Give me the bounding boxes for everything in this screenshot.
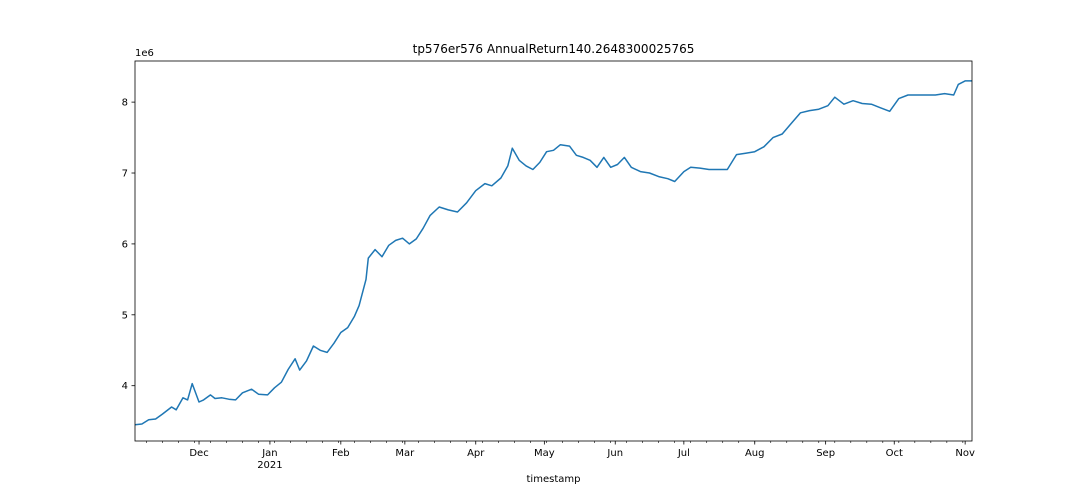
axes-frame	[134, 60, 973, 442]
y-offset-text: 1e6	[135, 48, 154, 59]
x-tick-label: Nov	[955, 448, 975, 459]
x-axis-label: timestamp	[527, 474, 581, 485]
y-tick-label: 4	[122, 381, 128, 392]
x-tick-label: Jul	[677, 448, 690, 459]
x-tick-label: Mar	[395, 448, 415, 459]
chart-plot-area	[134, 80, 972, 426]
series-line-0	[134, 80, 972, 426]
y-tick-label: 7	[122, 169, 128, 180]
y-tick-label: 6	[122, 239, 128, 250]
chart-axes	[131, 60, 973, 445]
y-tick-label: 8	[122, 98, 128, 109]
y-tick-label: 5	[122, 310, 128, 321]
x-tick-label: Dec	[189, 448, 208, 459]
x-tick-sublabel: 2021	[257, 460, 282, 471]
x-tick-label: Oct	[886, 448, 903, 459]
x-tick-label: Feb	[332, 448, 350, 459]
x-tick-label: Jun	[606, 448, 623, 459]
x-tick-label: Apr	[467, 448, 485, 459]
x-tick-label: Aug	[745, 448, 765, 459]
x-tick-label: Sep	[816, 448, 835, 459]
x-tick-label: Jan	[261, 448, 277, 459]
x-tick-label: May	[534, 448, 555, 459]
chart-title: tp576er576 AnnualReturn140.2648300025765	[413, 42, 695, 56]
